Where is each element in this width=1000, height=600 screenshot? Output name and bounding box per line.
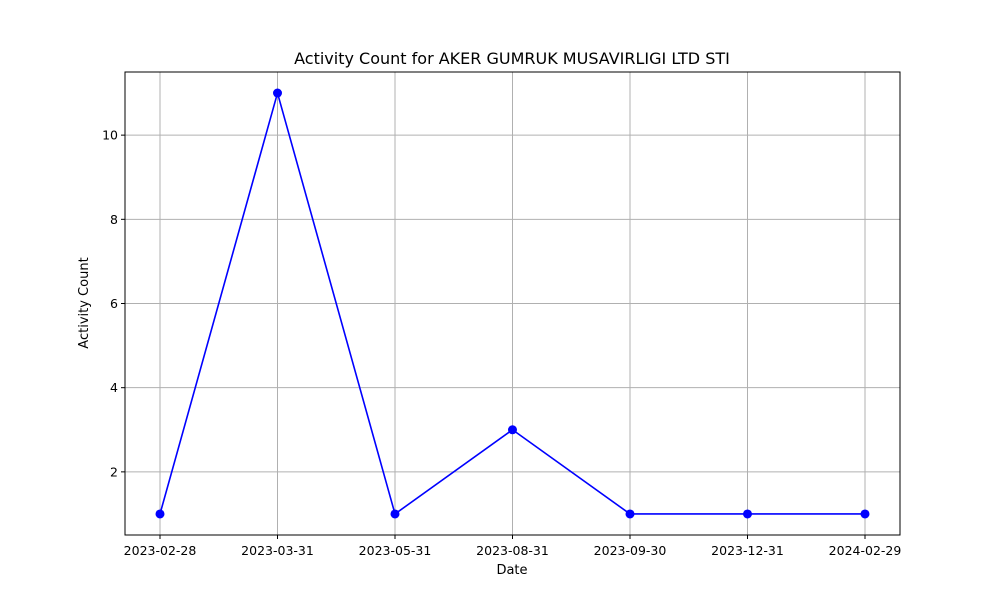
grid — [125, 72, 900, 535]
y-tick-label: 2 — [110, 464, 118, 479]
y-tick-label: 6 — [110, 296, 118, 311]
plot-area — [124, 71, 901, 536]
data-point — [390, 509, 400, 519]
series-layer — [155, 88, 870, 519]
x-tick-label: 2023-09-30 — [594, 543, 667, 558]
x-tick-label: 2023-12-31 — [711, 543, 784, 558]
data-point — [625, 509, 635, 519]
y-tick-label: 4 — [110, 380, 118, 395]
x-axis-label: Date — [496, 563, 527, 578]
chart-title: Activity Count for AKER GUMRUK MUSAVIRLI… — [294, 49, 730, 68]
x-tick-label: 2023-03-31 — [241, 543, 314, 558]
data-point — [860, 509, 870, 519]
data-point — [155, 509, 165, 519]
y-axis-label: Activity Count — [77, 257, 92, 348]
x-tick-label: 2023-08-31 — [476, 543, 549, 558]
y-tick-label: 10 — [102, 128, 118, 143]
axis-ticks: 2023-02-28 2023-03-31 2023-05-31 2023-08-31… — [102, 128, 901, 558]
y-tick-label: 8 — [110, 212, 118, 227]
data-point — [273, 88, 282, 98]
x-tick-label: 2023-02-28 — [124, 543, 197, 558]
x-tick-label: 2024-02-29 — [829, 543, 902, 558]
data-point — [743, 509, 752, 519]
x-tick-label: 2023-05-31 — [359, 543, 432, 558]
data-point — [508, 425, 517, 435]
